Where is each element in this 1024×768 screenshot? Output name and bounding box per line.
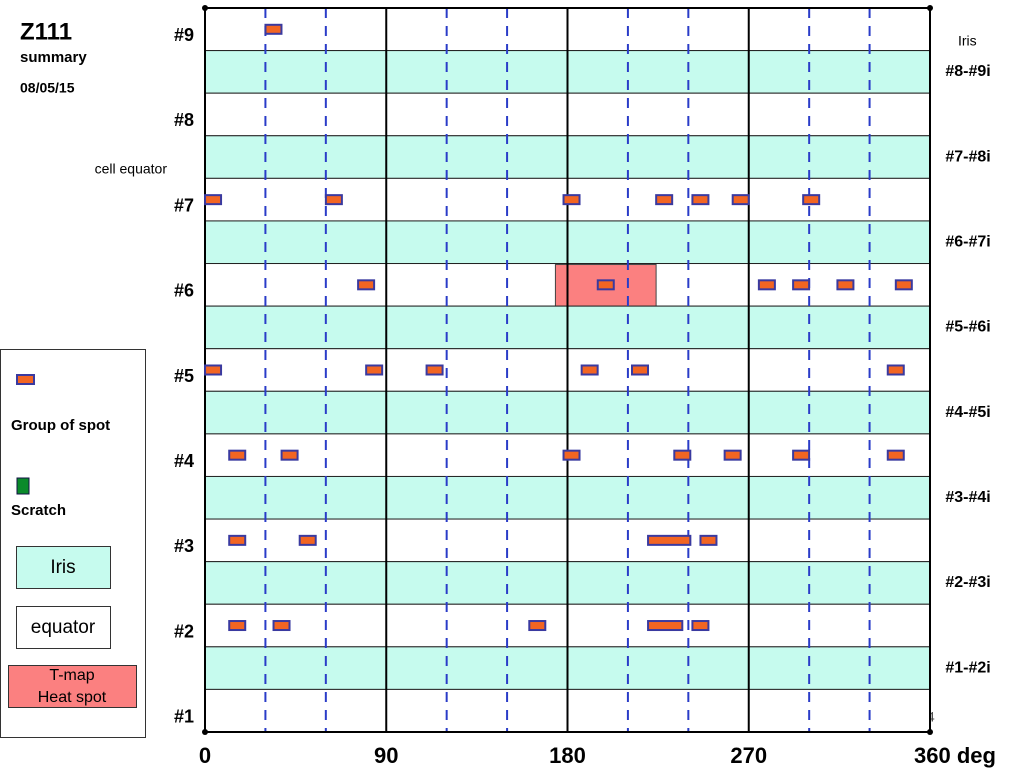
row-label: #6 (174, 281, 194, 301)
spot (204, 194, 223, 206)
spot (894, 279, 913, 291)
x-tick-label: 360 deg (914, 743, 996, 768)
legend-heat (8, 665, 137, 708)
spot (802, 194, 821, 206)
title: Z111 (20, 18, 72, 45)
spot (673, 449, 692, 461)
row-label: #7 (174, 195, 194, 215)
spot (324, 194, 343, 206)
spot (204, 364, 223, 376)
cell-equator-label: cell equator (95, 161, 168, 177)
row-label: #8-#9i (945, 63, 990, 80)
row-label: #4-#5i (945, 404, 990, 421)
legend-text: Heat spot (38, 689, 107, 706)
legend-iris (16, 546, 111, 589)
spot (272, 620, 291, 632)
x-tick-label: 180 (549, 743, 586, 768)
row-label: #5 (174, 366, 194, 386)
row-label: #1 (174, 706, 194, 726)
spot (792, 449, 811, 461)
spot (562, 194, 581, 206)
row-label: #7-#8i (945, 148, 990, 165)
spot (723, 449, 742, 461)
spot (886, 364, 905, 376)
spot (365, 364, 384, 376)
spot (228, 620, 247, 632)
legend-text: Scratch (11, 502, 66, 519)
spot (757, 279, 776, 291)
legend: Group of spot Scratch Iris equator T-map… (0, 349, 146, 738)
legend-scratch (16, 477, 30, 495)
row-label: #4 (174, 451, 194, 471)
spot (699, 534, 718, 546)
spot (298, 534, 317, 546)
row-label: #5-#6i (945, 319, 990, 336)
spot (655, 194, 674, 206)
x-tick-label: 270 (730, 743, 767, 768)
x-tick-label: 0 (199, 743, 211, 768)
spot (357, 279, 376, 291)
spot (264, 23, 283, 35)
spot (731, 194, 750, 206)
legend-text: Group of spot (11, 417, 110, 434)
spot (562, 449, 581, 461)
corner (202, 5, 208, 11)
row-label: #8 (174, 110, 194, 130)
spot (280, 449, 299, 461)
spot (631, 364, 649, 376)
spot-group (647, 620, 684, 632)
legend-text: Iris (50, 557, 75, 578)
date: 08/05/15 (20, 80, 75, 96)
row-label: #2-#3i (945, 574, 990, 591)
iris-label: Iris (958, 33, 977, 49)
subtitle: summary (20, 49, 87, 66)
corner (927, 729, 933, 735)
spot (836, 279, 855, 291)
spot (596, 279, 615, 291)
row-label: #1-#2i (945, 659, 990, 676)
spot (691, 620, 710, 632)
corner (202, 729, 208, 735)
spot (792, 279, 811, 291)
spot (886, 449, 905, 461)
spot (691, 194, 710, 206)
legend-text: equator (31, 617, 96, 638)
spot (228, 534, 247, 546)
row-label: #6-#7i (945, 233, 990, 250)
row-label: #2 (174, 621, 194, 641)
legend-equator (16, 606, 111, 649)
spot (580, 364, 599, 376)
spot (528, 620, 547, 632)
spot-group (647, 534, 692, 546)
spot (425, 364, 444, 376)
spot (228, 449, 247, 461)
legend-text: T-map (49, 667, 94, 684)
row-label: #3-#4i (945, 489, 990, 506)
corner (927, 5, 933, 11)
row-label: #9 (174, 25, 194, 45)
legend-spot (16, 374, 35, 385)
row-label: #3 (174, 536, 194, 556)
x-tick-label: 90 (374, 743, 398, 768)
